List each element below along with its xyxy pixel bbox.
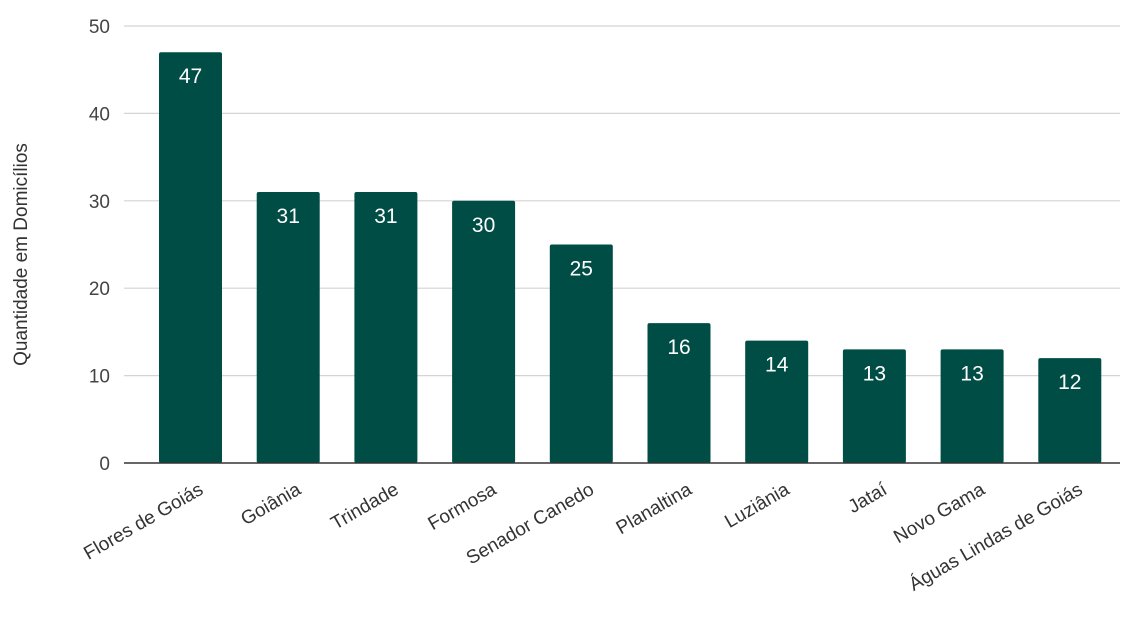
data-label: 31 (277, 205, 300, 228)
x-axis-categories: Flores de Goiás Goiânia Trindade FormosaSen… (80, 479, 1086, 596)
bar (549, 244, 613, 463)
x-category-label: Jataí (845, 479, 892, 518)
x-category-label: Trindade (328, 479, 403, 534)
data-label: 14 (765, 354, 789, 377)
bar (1038, 358, 1102, 463)
data-label: 13 (863, 362, 886, 385)
bar (159, 52, 222, 463)
data-label: 25 (570, 258, 593, 281)
y-tick-label: 0 (99, 454, 110, 475)
y-axis-ticks: 0 10 20 30 40 50 (89, 17, 110, 475)
bar (256, 192, 320, 463)
bar (745, 340, 809, 463)
bars (159, 52, 1102, 464)
bar (647, 323, 711, 463)
bar (940, 349, 1004, 463)
y-tick-label: 50 (89, 17, 110, 38)
data-label: 16 (667, 336, 690, 359)
data-label: 12 (1058, 371, 1081, 394)
x-category-label: Flores de Goiás (80, 479, 207, 564)
bar (452, 200, 516, 464)
bar (354, 192, 418, 463)
bar (842, 349, 906, 463)
y-axis-title: Quantidade em Domicílios (11, 143, 32, 366)
y-tick-label: 20 (89, 279, 110, 300)
y-tick-label: 40 (89, 104, 110, 125)
y-tick-label: 30 (89, 192, 110, 213)
x-category-label: Goiânia (237, 479, 305, 530)
x-category-label: Luziânia (721, 479, 793, 533)
x-category-label: Planaltina (613, 479, 696, 539)
data-labels: 47 31 31 30 25 16 14 13 13 12 (179, 65, 1082, 394)
data-label: 31 (374, 205, 397, 228)
data-label: 13 (960, 362, 983, 385)
data-label: 47 (179, 65, 202, 88)
x-category-label: Águas Lindas de Goiás (906, 479, 1087, 595)
data-label: 30 (472, 214, 495, 237)
x-category-label: Formosa (425, 479, 501, 535)
y-tick-label: 10 (89, 367, 110, 388)
